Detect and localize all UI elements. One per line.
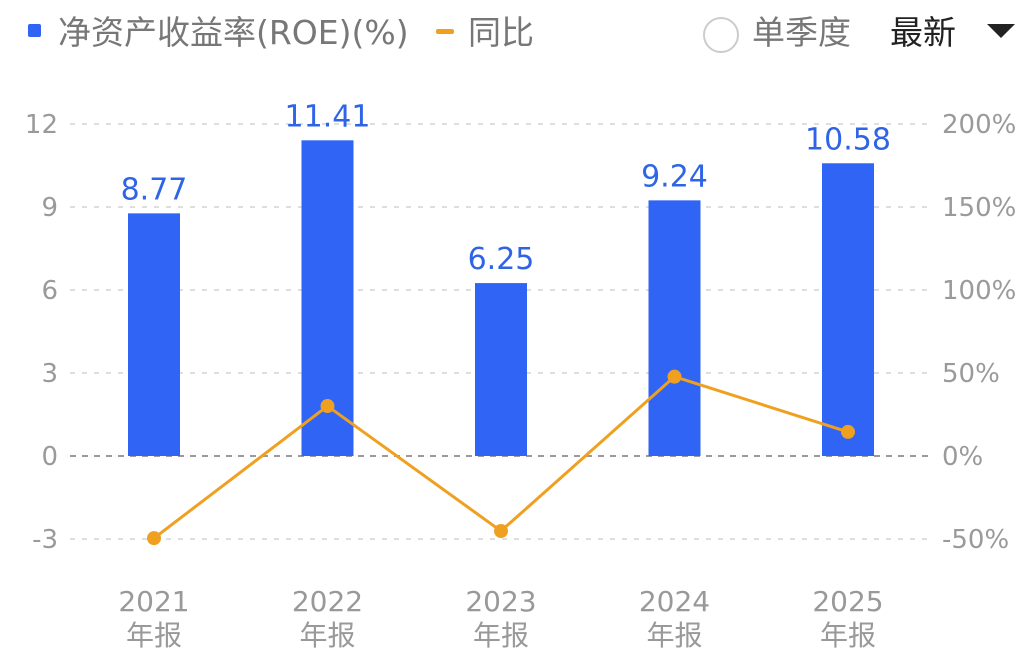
right-axis-tick-label: -50% — [942, 525, 1009, 555]
yoy-point — [147, 531, 161, 546]
right-axis-tick-label: 50% — [942, 359, 1000, 389]
left-axis-tick-label: -3 — [32, 525, 58, 555]
x-axis-period-label: 年报 — [820, 619, 876, 652]
yoy-point — [320, 399, 335, 414]
single-quarter-toggle[interactable]: 单季度 — [703, 13, 851, 53]
radio-circle-icon[interactable] — [703, 17, 739, 53]
roe-bar — [128, 213, 180, 456]
roe-bar — [822, 163, 874, 456]
left-axis-tick-label: 9 — [41, 193, 58, 223]
left-axis-tick-label: 6 — [41, 276, 58, 306]
x-axis-year-label: 2025 — [812, 585, 883, 618]
roe-data-labels: 8.77 11.41 6.25 9.24 10.58 — [121, 99, 891, 277]
left-axis: 12 9 6 3 0 -3 — [25, 110, 58, 555]
yoy-line-series — [147, 369, 855, 546]
yoy-point — [841, 424, 855, 439]
right-axis-tick-label: 200% — [942, 110, 1016, 140]
bar-legend-swatch — [28, 24, 41, 37]
x-axis-period-label: 年报 — [646, 619, 702, 652]
roe-bar-value-label: 11.41 — [285, 99, 371, 134]
roe-bar-value-label: 10.58 — [805, 122, 891, 157]
roe-bar-value-label: 6.25 — [468, 242, 535, 277]
right-axis-tick-label: 150% — [942, 193, 1016, 223]
x-axis-year-label: 2024 — [639, 585, 710, 618]
x-axis-year-label: 2023 — [465, 585, 536, 618]
left-axis-tick-label: 12 — [25, 110, 58, 140]
yoy-point — [494, 524, 508, 539]
line-legend-swatch — [436, 29, 454, 34]
roe-bars — [128, 140, 874, 456]
left-axis-tick-label: 3 — [41, 359, 58, 389]
line-legend-label: 同比 — [468, 13, 534, 52]
period-dropdown-label: 最新 — [890, 13, 956, 52]
period-dropdown[interactable]: 最新 — [890, 13, 1015, 52]
right-axis: 200% 150% 100% 50% 0% -50% — [942, 110, 1016, 555]
roe-bar-value-label: 9.24 — [641, 159, 708, 194]
roe-bar-value-label: 8.77 — [121, 172, 188, 207]
x-axis-year-label: 2022 — [292, 585, 363, 618]
roe-bar — [648, 200, 701, 456]
x-axis-year-label: 2021 — [118, 585, 189, 618]
x-axis-period-label: 年报 — [473, 619, 529, 652]
x-axis-period-label: 年报 — [126, 619, 182, 652]
right-axis-tick-label: 100% — [942, 276, 1016, 306]
roe-bar — [475, 283, 527, 456]
left-axis-tick-label: 0 — [41, 442, 58, 472]
bar-legend-label: 净资产收益率(ROE)(%) — [58, 13, 409, 52]
right-axis-tick-label: 0% — [942, 442, 983, 472]
single-quarter-label: 单季度 — [752, 13, 851, 52]
caret-down-icon[interactable] — [987, 24, 1015, 38]
yoy-point — [667, 369, 682, 384]
x-axis-period-label: 年报 — [299, 619, 355, 652]
